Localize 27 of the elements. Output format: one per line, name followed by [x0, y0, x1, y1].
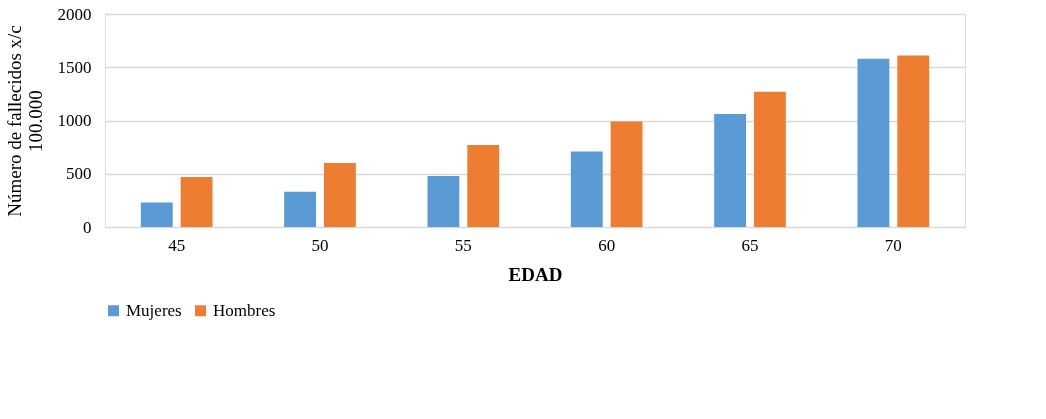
bar: [284, 191, 317, 227]
x-axis-title: EDAD: [508, 263, 563, 285]
bar: [570, 151, 603, 227]
y-tick-label: 1500: [57, 57, 92, 77]
bar: [140, 202, 173, 227]
bar: [180, 176, 213, 227]
y-axis-title: Número de fallecidos x/c 100.000: [3, 25, 46, 217]
y-tick-label: 1000: [57, 111, 92, 130]
bar: [323, 163, 356, 227]
bar: [714, 114, 747, 227]
bar: [467, 145, 500, 227]
y-tick-label: 2000: [57, 4, 92, 24]
x-tick-label: 70: [884, 235, 902, 255]
bar: [857, 58, 890, 227]
x-tick-label: 55: [454, 235, 472, 255]
x-tick-label: 60: [598, 235, 616, 255]
y-tick-label: 0: [83, 217, 92, 237]
bar: [753, 91, 786, 227]
x-tick-label: 50: [311, 235, 329, 255]
legend-label: Hombres: [213, 300, 276, 320]
legend-label: Mujeres: [126, 300, 182, 320]
bar: [610, 121, 643, 227]
bar: [897, 55, 930, 227]
y-tick-label: 500: [66, 164, 92, 184]
x-tick-label: 45: [168, 235, 186, 255]
bar: [427, 175, 460, 227]
x-tick-label: 65: [741, 235, 759, 255]
